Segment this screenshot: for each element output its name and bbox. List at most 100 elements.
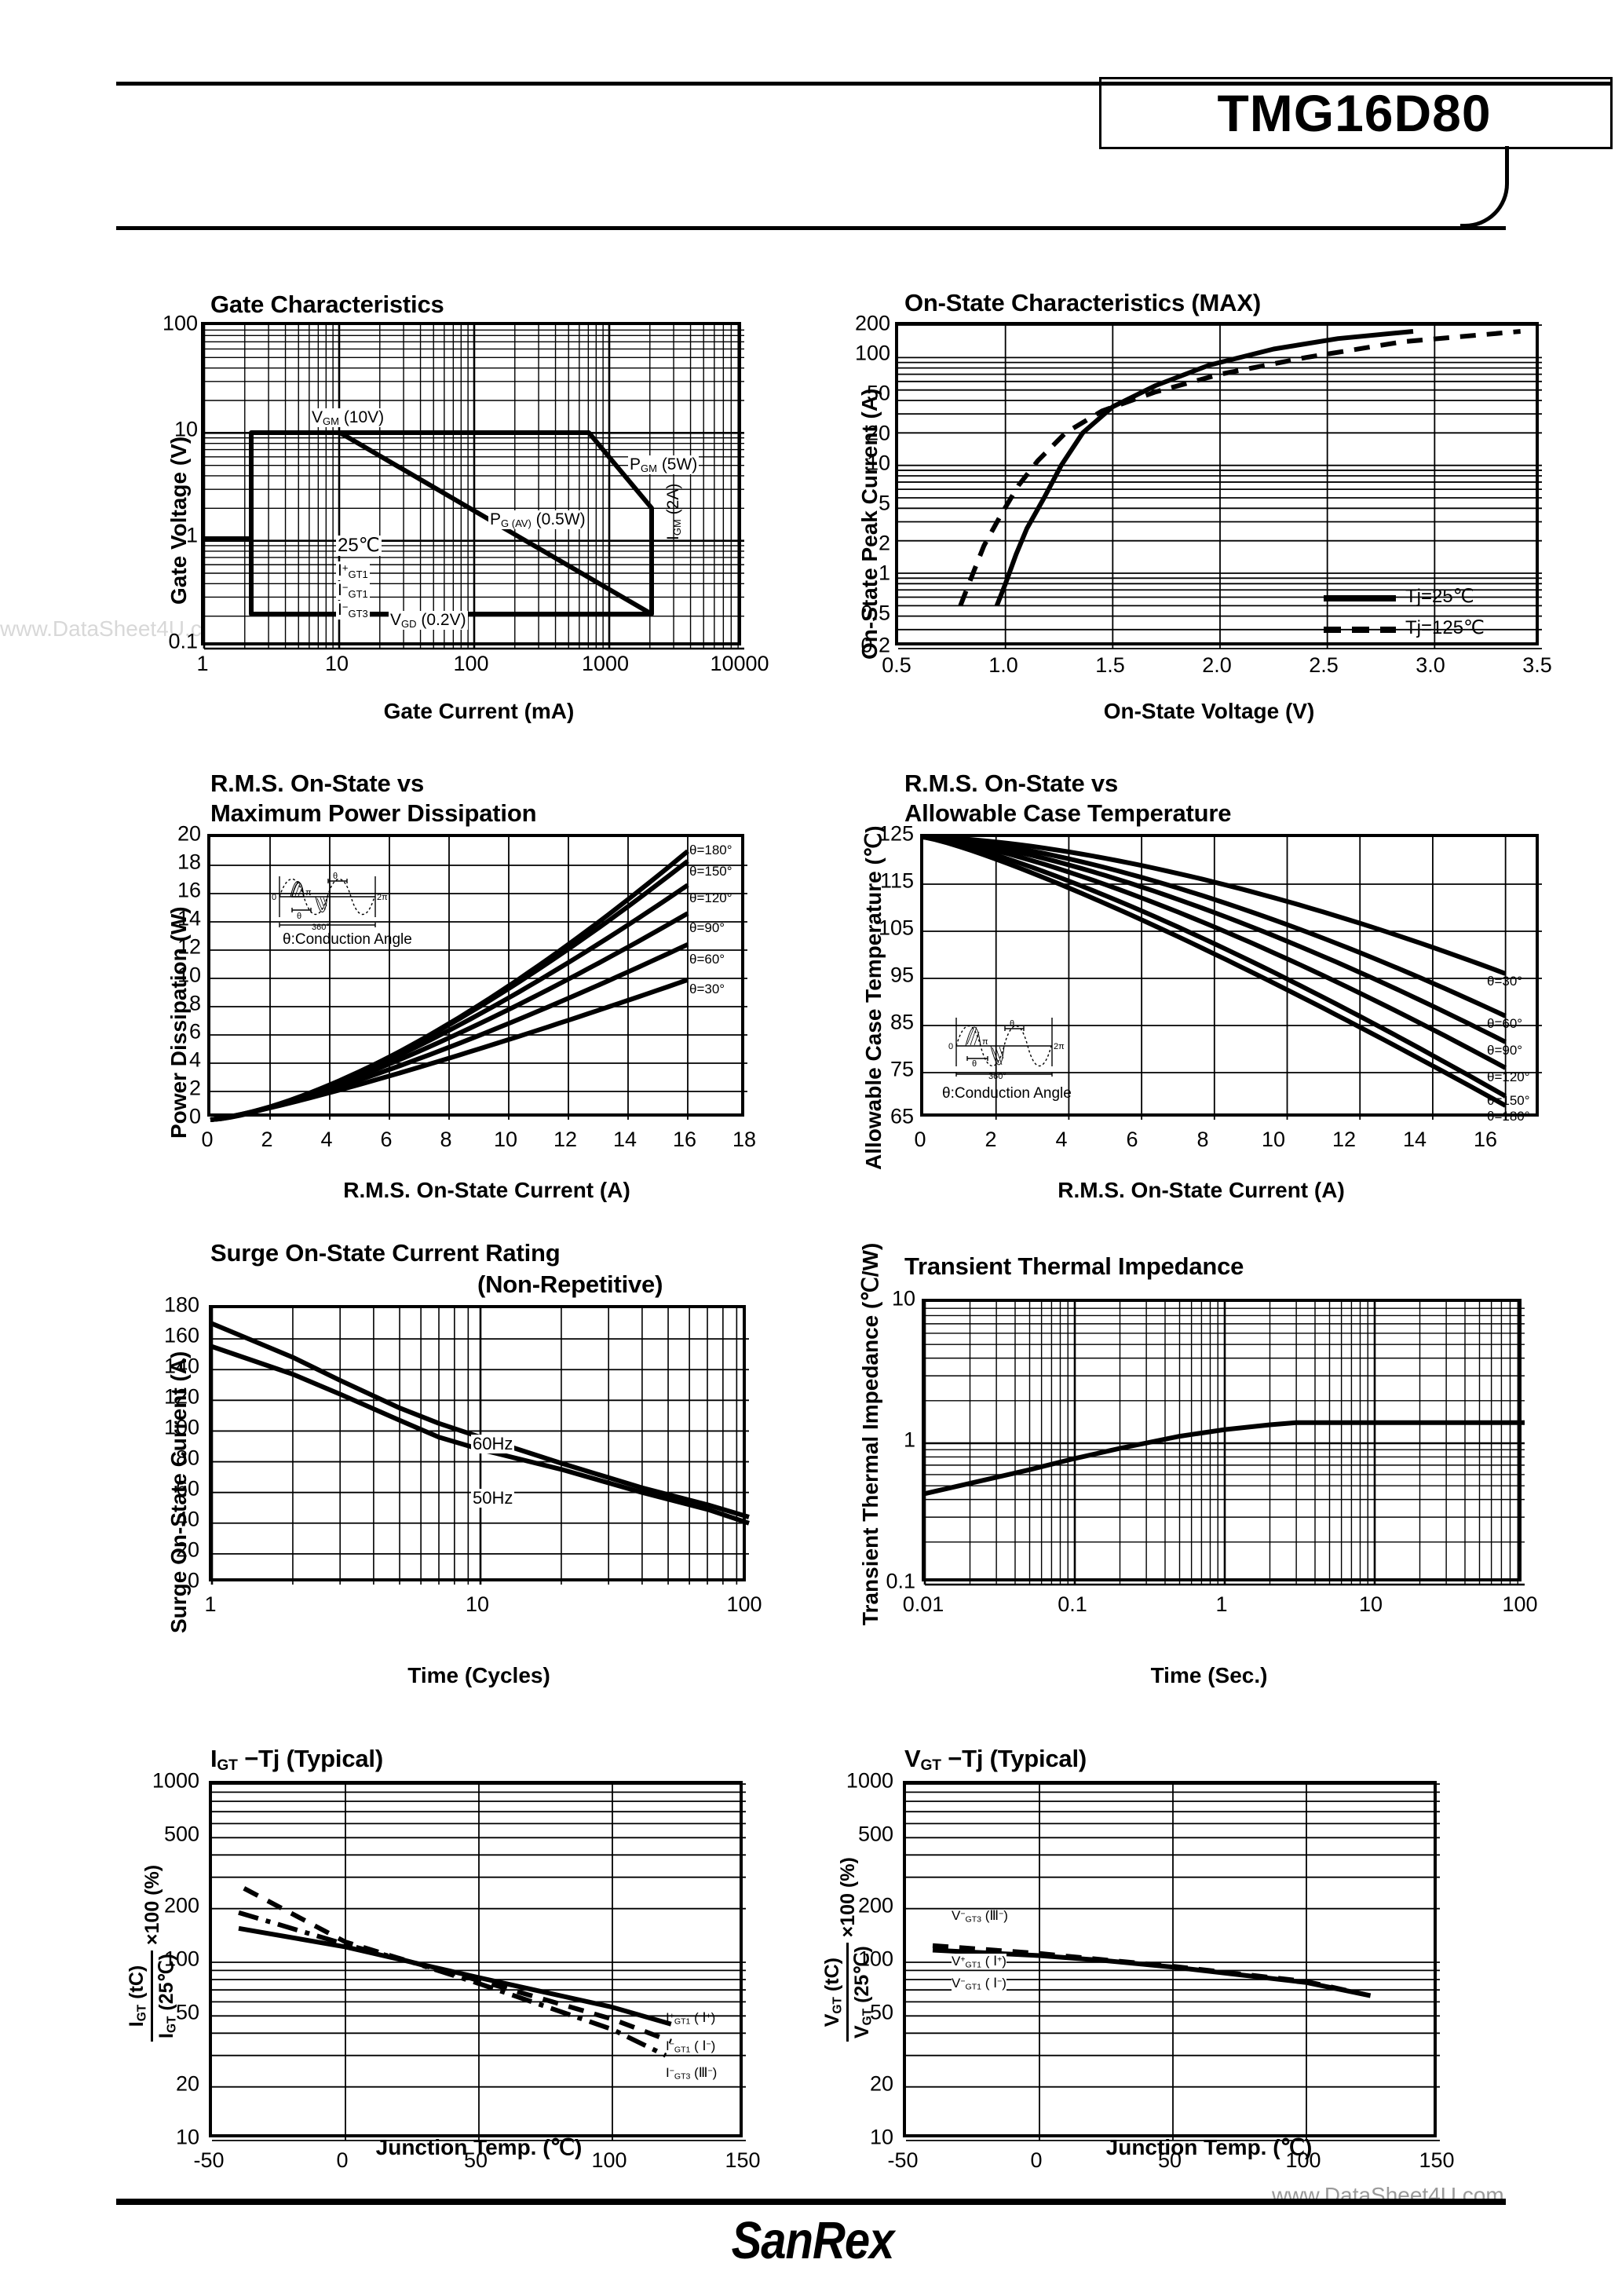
- y-tick: 50: [175, 2000, 199, 2024]
- chart-title: Transient Thermal Impedance: [904, 1252, 1244, 1280]
- annotation-pgm: PGM (5W): [628, 455, 700, 475]
- y-tick: 0: [187, 1568, 199, 1592]
- series-label-50hz: 50Hz: [471, 1488, 515, 1508]
- svg-text:360°: 360°: [988, 1072, 1006, 1081]
- x-tick: 1: [196, 652, 209, 675]
- curve-label-vgt1-minus: V−GT1 ( Ⅰ−): [952, 1976, 1006, 1992]
- svg-text:π: π: [305, 888, 312, 898]
- y-tick: 10: [175, 2125, 199, 2149]
- y-tick: 200: [854, 311, 890, 335]
- svg-text:360°: 360°: [312, 923, 330, 932]
- annotation-sub: GD: [401, 617, 417, 630]
- page-title: TMG16D80: [1217, 84, 1492, 142]
- annotation-tail: (10V): [338, 408, 385, 426]
- series-label: θ=60°: [1487, 1016, 1523, 1031]
- y-tick: 40: [175, 1507, 199, 1531]
- y-tick: 2: [188, 1076, 201, 1100]
- x-tick: 10: [1358, 1592, 1383, 1616]
- x-tick: 4: [320, 1128, 333, 1151]
- annotation-text: V: [390, 611, 402, 629]
- y-tick: 20: [175, 2071, 199, 2096]
- chart-title-line2: Maximum Power Dissipation: [210, 799, 537, 827]
- y-tick: 20: [866, 421, 890, 445]
- x-tick: 0: [336, 2148, 349, 2172]
- annotation-pgav: PG (AV) (0.5W): [488, 510, 587, 530]
- annotation-tail: (0.2V): [416, 611, 466, 629]
- legend-swatch-dashed: [1324, 627, 1396, 633]
- x-tick: 2: [985, 1128, 997, 1151]
- y-tick: 120: [163, 1384, 199, 1409]
- series-label: θ=90°: [689, 920, 725, 935]
- legend-label: Tj=25℃: [1405, 586, 1474, 607]
- y-tick: 0.1: [886, 1569, 915, 1593]
- x-tick: 100: [453, 652, 489, 675]
- curve-label-vgt3-minus: V−GT3 (Ⅲ−): [952, 1908, 1008, 1925]
- x-tick: 150: [725, 2148, 761, 2172]
- y-tick: 20: [177, 821, 201, 846]
- header-corner-rule: [1460, 146, 1509, 228]
- x-tick: 150: [1419, 2148, 1455, 2172]
- annotation-sub: GT1: [348, 568, 368, 580]
- y-tick: 160: [163, 1323, 199, 1347]
- y-tick: 12: [177, 934, 201, 959]
- x-tick: 1000: [581, 652, 630, 675]
- y-tick: 115: [879, 868, 914, 893]
- series-label: θ=120°: [689, 890, 732, 905]
- x-tick: 6: [380, 1128, 393, 1151]
- x-axis-label: Time (Cycles): [407, 1663, 550, 1687]
- plot-area: 0 π 2π θ θ 360°: [920, 834, 1542, 1120]
- y-tick: 20: [869, 2071, 893, 2096]
- y-tick: 10: [177, 963, 201, 987]
- annotation-vgd: VGD (0.2V): [389, 611, 468, 631]
- y-tick: 4: [188, 1047, 201, 1072]
- x-axis-label: R.M.S. On-State Current (A): [343, 1178, 630, 1202]
- svg-text:0: 0: [272, 893, 276, 902]
- x-tick: 1.5: [1095, 653, 1125, 677]
- curve-label-igt1-plus: I+GT1 ( Ⅰ+): [666, 2010, 716, 2027]
- y-tick: 0.5: [860, 601, 890, 625]
- plot-area: [922, 1299, 1525, 1586]
- y-tick: 95: [890, 963, 914, 987]
- svg-text:θ: θ: [297, 912, 301, 921]
- series-label: θ=150°: [1487, 1093, 1530, 1108]
- series-label: θ=60°: [689, 952, 725, 967]
- series-label: θ=30°: [689, 982, 725, 996]
- annotation-tail: (2A): [664, 483, 682, 520]
- chart-title-line1: R.M.S. On-State vs: [210, 770, 425, 797]
- y-tick: 1: [185, 523, 198, 547]
- x-tick: 2: [261, 1128, 273, 1151]
- brand-logo: SanRex: [731, 2211, 895, 2270]
- series-label: θ=180°: [1487, 1109, 1530, 1124]
- x-tick: 12: [553, 1128, 578, 1151]
- x-axis-label: Gate Current (mA): [383, 699, 575, 723]
- x-axis-label: Junction Temp. (℃): [1105, 2135, 1313, 2159]
- y-tick: 180: [163, 1292, 199, 1317]
- x-tick: 50: [463, 2148, 488, 2172]
- series-label: θ=150°: [689, 864, 732, 879]
- watermark-left: www.DataSheet4U.com: [0, 616, 232, 641]
- header-rule-top: [116, 82, 1613, 86]
- annotation-sub: GM: [641, 462, 657, 474]
- x-tick: 0.01: [902, 1592, 944, 1616]
- inset-caption: θ:Conduction Angle: [942, 1085, 1072, 1102]
- y-tick: 100: [163, 1415, 199, 1439]
- annotation-tail: (0.5W): [531, 510, 586, 528]
- y-tick: 18: [177, 850, 201, 874]
- curve-label-igt1-minus: I−GT1 ( Ⅰ−): [666, 2038, 716, 2055]
- annotation-igt1-minus: I−GT1: [336, 581, 370, 601]
- legend-label: Tj=125℃: [1405, 617, 1485, 638]
- annotation-igm: IGM (2A): [664, 482, 683, 542]
- annotation-sub: GM: [670, 519, 683, 536]
- annotation-text: I: [664, 536, 682, 540]
- series-label-60hz: 60Hz: [471, 1434, 515, 1454]
- y-label-denominator: V: [851, 2025, 874, 2038]
- y-tick: 60: [175, 1476, 199, 1501]
- header-rule-bottom: [116, 226, 1506, 230]
- annotation-text: P: [490, 510, 502, 528]
- x-tick: 6: [1126, 1128, 1138, 1151]
- svg-text:2π: 2π: [1054, 1042, 1065, 1051]
- chart-title-line2: (Non-Repetitive): [477, 1270, 663, 1298]
- y-tick: 0.2: [860, 633, 890, 657]
- y-tick: 16: [177, 878, 201, 902]
- x-tick: 1.0: [988, 653, 1018, 677]
